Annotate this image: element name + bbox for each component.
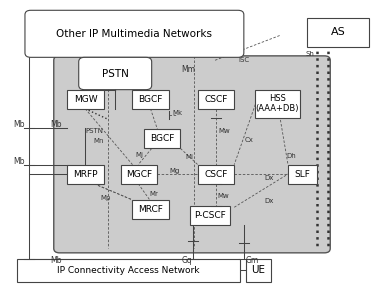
FancyBboxPatch shape	[132, 90, 169, 109]
Text: MGCF: MGCF	[126, 170, 152, 179]
Text: Mk: Mk	[172, 110, 182, 116]
Text: MRCF: MRCF	[138, 205, 163, 214]
FancyBboxPatch shape	[288, 165, 317, 184]
Text: CSCF: CSCF	[204, 170, 228, 179]
Text: AS: AS	[331, 27, 345, 37]
Text: Dx: Dx	[264, 175, 273, 181]
Text: Mw: Mw	[219, 128, 230, 134]
Text: Mm: Mm	[181, 65, 195, 74]
Text: Mn: Mn	[94, 138, 104, 144]
Text: PSTN: PSTN	[102, 69, 129, 78]
Text: BGCF: BGCF	[139, 95, 163, 104]
Text: Mb: Mb	[13, 157, 25, 166]
Text: Mb: Mb	[50, 256, 61, 265]
FancyBboxPatch shape	[25, 10, 244, 57]
FancyBboxPatch shape	[190, 206, 230, 225]
Text: Mb: Mb	[13, 121, 25, 129]
Text: Mb: Mb	[50, 121, 61, 129]
Text: Mg: Mg	[169, 168, 180, 173]
FancyBboxPatch shape	[79, 57, 152, 90]
Text: P-CSCF: P-CSCF	[194, 211, 226, 220]
FancyBboxPatch shape	[121, 165, 157, 184]
Text: CSCF: CSCF	[204, 95, 228, 104]
FancyBboxPatch shape	[246, 259, 271, 282]
FancyBboxPatch shape	[307, 18, 369, 47]
Text: Gm: Gm	[246, 256, 259, 265]
Text: BGCF: BGCF	[150, 134, 174, 143]
FancyBboxPatch shape	[17, 259, 240, 282]
Text: Mr: Mr	[149, 191, 158, 197]
FancyBboxPatch shape	[67, 90, 104, 109]
Text: Gq: Gq	[182, 256, 192, 265]
Text: SLF: SLF	[295, 170, 310, 179]
Text: Cx: Cx	[244, 137, 253, 143]
Text: Mi: Mi	[185, 154, 193, 160]
FancyBboxPatch shape	[132, 200, 169, 219]
Text: ISC: ISC	[238, 57, 249, 63]
Text: PSTN: PSTN	[85, 128, 103, 134]
Text: Mw: Mw	[218, 193, 229, 198]
Text: Sh: Sh	[306, 51, 315, 57]
FancyBboxPatch shape	[255, 90, 300, 118]
FancyBboxPatch shape	[67, 165, 104, 184]
Text: IP Connectivity Access Network: IP Connectivity Access Network	[57, 266, 200, 275]
Text: UE: UE	[251, 265, 265, 275]
FancyBboxPatch shape	[198, 165, 234, 184]
FancyBboxPatch shape	[54, 56, 330, 253]
Text: Other IP Multimedia Networks: Other IP Multimedia Networks	[56, 29, 212, 39]
Text: Mj: Mj	[136, 152, 143, 158]
FancyBboxPatch shape	[144, 129, 180, 148]
Text: Mp: Mp	[100, 196, 111, 201]
FancyBboxPatch shape	[198, 90, 234, 109]
Text: MRFP: MRFP	[73, 170, 98, 179]
Text: MGW: MGW	[74, 95, 97, 104]
Text: Dh: Dh	[286, 153, 296, 159]
Text: Dx: Dx	[264, 198, 273, 204]
Text: HSS
(AAA+DB): HSS (AAA+DB)	[256, 94, 299, 113]
